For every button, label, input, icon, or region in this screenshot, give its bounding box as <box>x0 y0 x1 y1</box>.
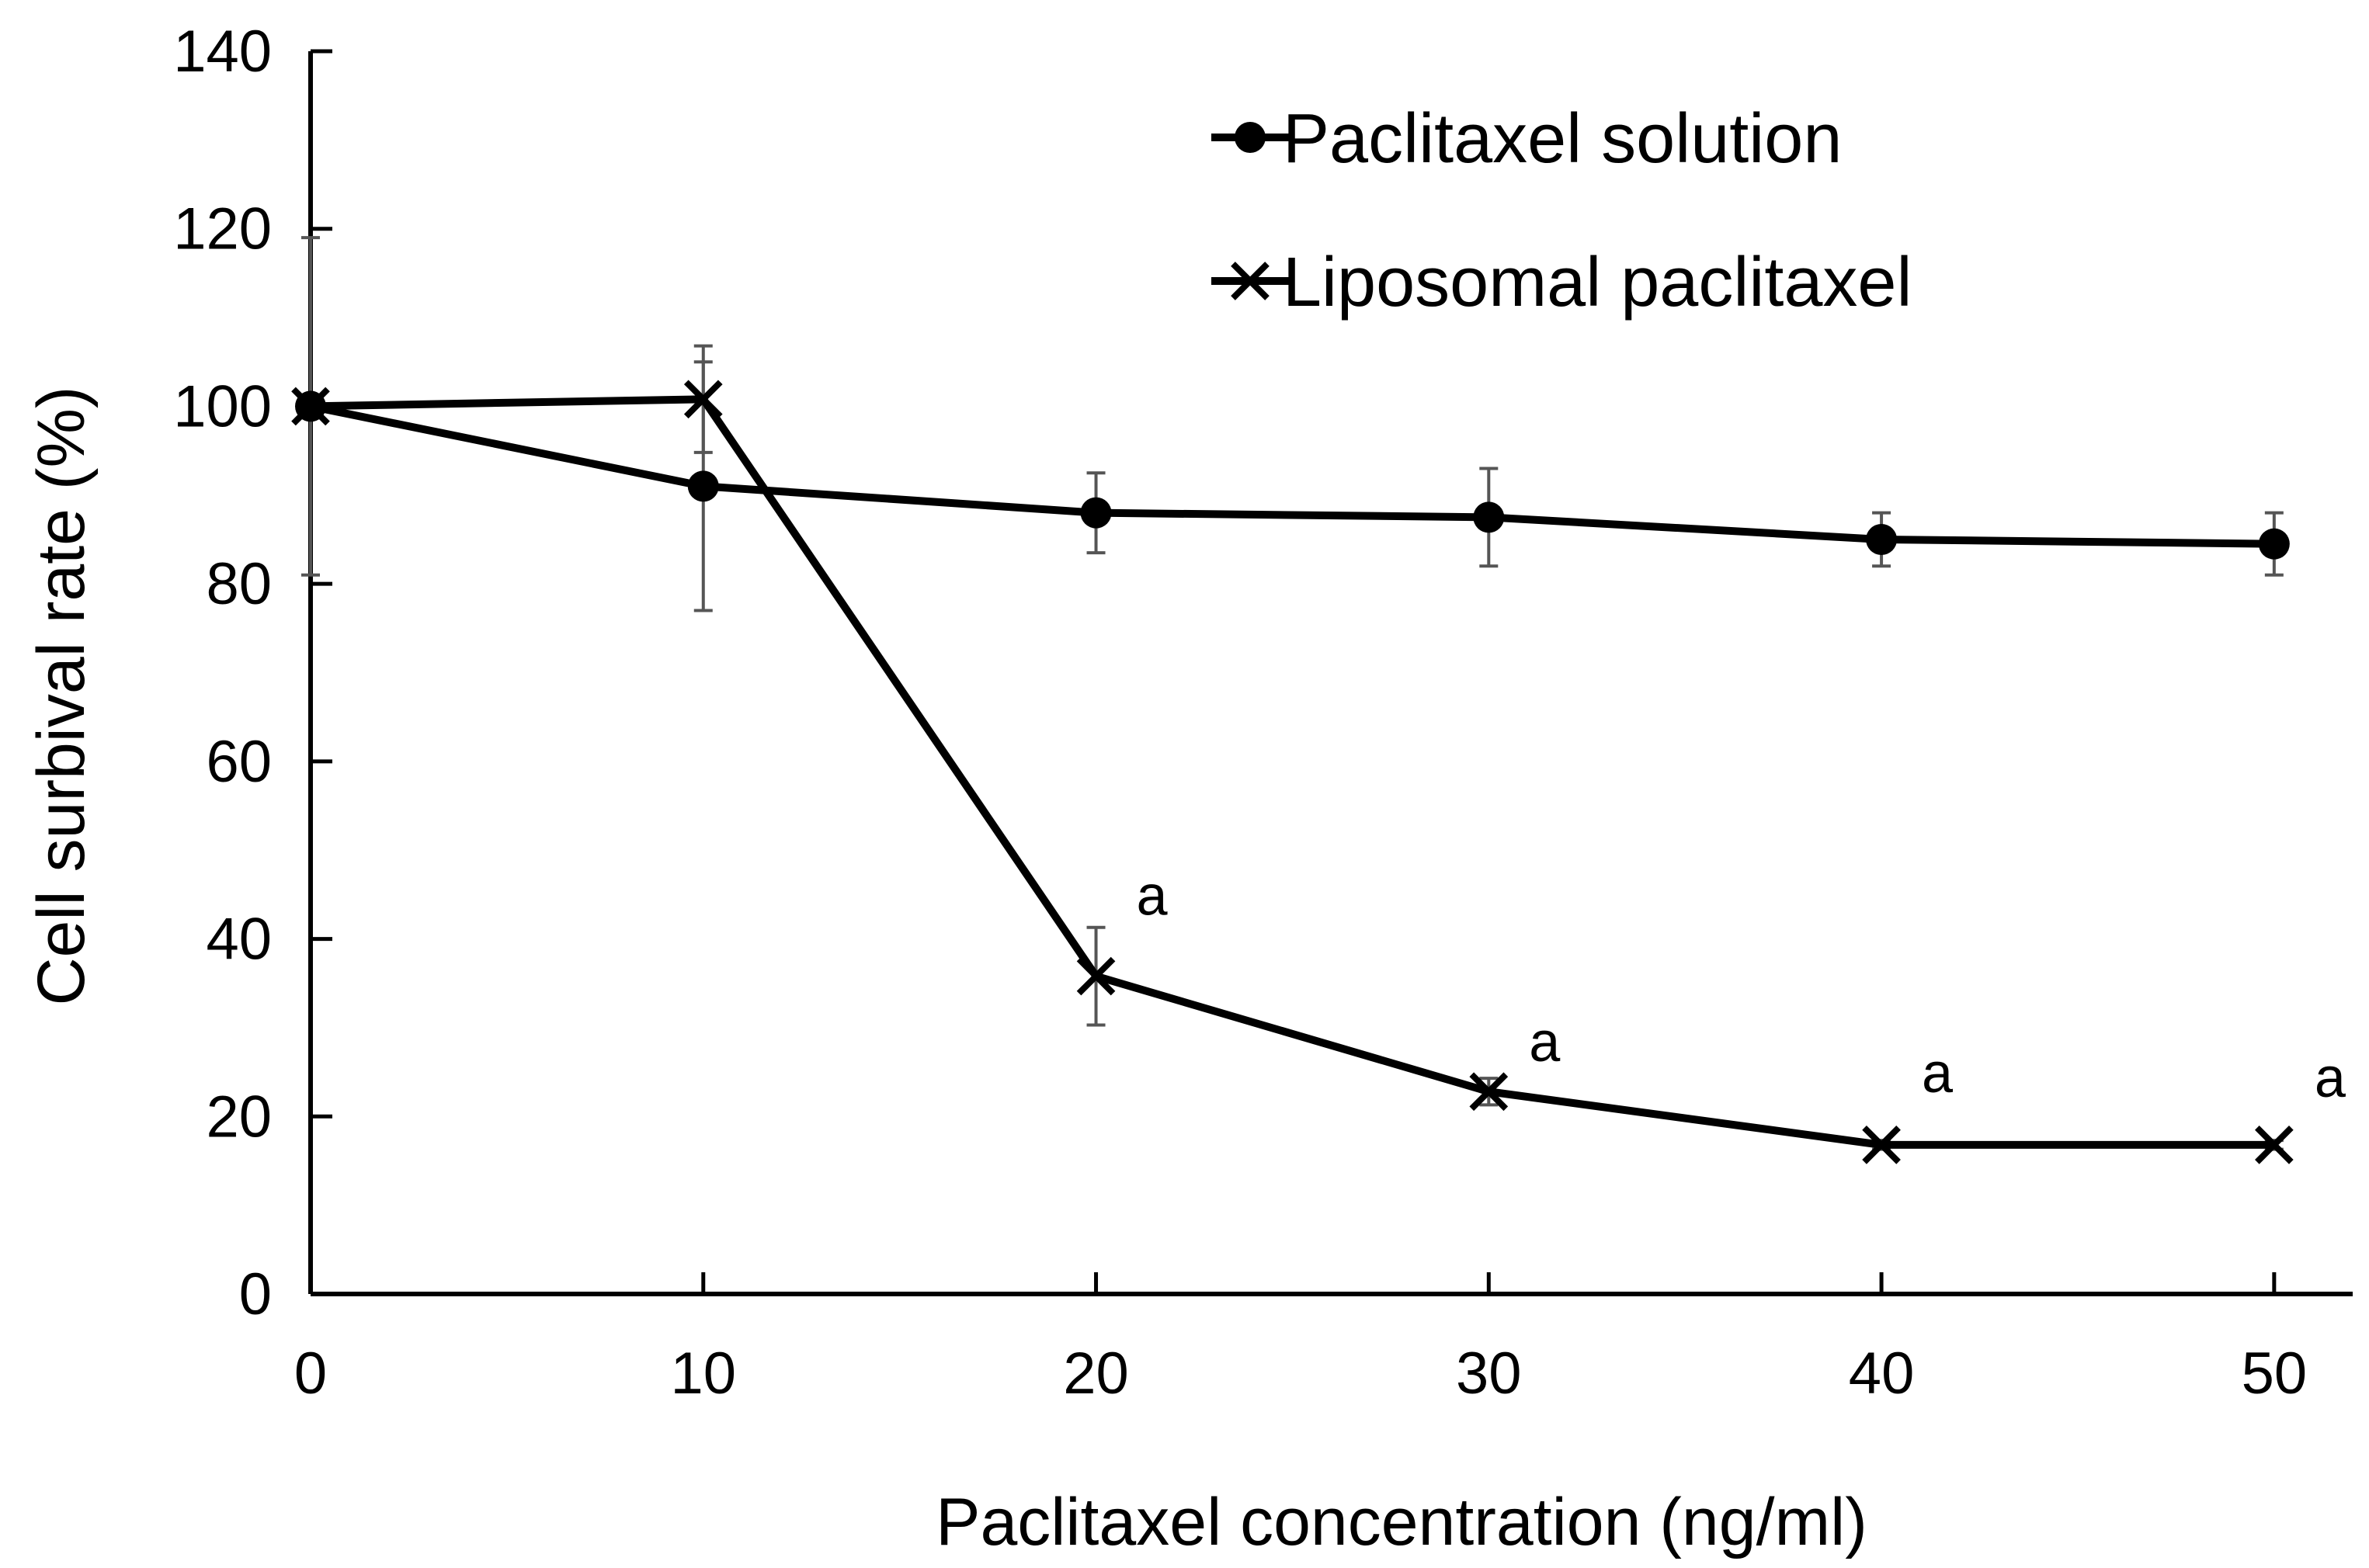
y-axis-title: Cell surbival rate (%) <box>24 386 99 1005</box>
x-axis-title: Paclitaxel concentration (ng/ml) <box>936 1485 1867 1559</box>
y-tick-label: 120 <box>173 196 272 262</box>
marker-stroke <box>1469 1072 1509 1112</box>
significance-label: a <box>1922 1042 1954 1105</box>
marker-stroke <box>1076 956 1116 996</box>
series-line-1 <box>310 402 2274 548</box>
legend-marker <box>1231 262 1270 300</box>
y-tick-label: 60 <box>206 729 272 795</box>
data-point-series-2 <box>1469 1072 1509 1112</box>
y-tick-label: 140 <box>173 19 272 85</box>
data-point-series-2 <box>1862 1126 1901 1164</box>
x-tick-label: 30 <box>1456 1341 1522 1407</box>
x-tick-label: 50 <box>2242 1341 2308 1407</box>
data-point-series-2 <box>683 380 723 419</box>
data-point-series-1 <box>1080 497 1112 529</box>
marker-stroke <box>291 387 330 426</box>
legend: Paclitaxel solution Liposomal paclitaxel <box>1211 100 1912 321</box>
error-bars <box>301 236 2284 1151</box>
data-point-series-1 <box>1866 523 1898 555</box>
x-tick-label: 10 <box>670 1341 736 1407</box>
series-markers <box>291 380 2294 1164</box>
data-point-series-1 <box>2258 528 2290 560</box>
legend-marker <box>1235 122 1266 153</box>
legend-label: Paclitaxel solution <box>1283 100 1842 178</box>
significance-label: a <box>1137 865 1169 927</box>
marker-stroke <box>2255 1126 2294 1164</box>
y-tick-label: 40 <box>206 907 272 973</box>
y-tick-label: 20 <box>206 1084 272 1150</box>
marker-stroke <box>1231 262 1270 300</box>
legend-label: Liposomal paclitaxel <box>1283 244 1912 321</box>
data-point-series-1 <box>1473 501 1505 533</box>
x-tick-label: 0 <box>294 1341 327 1407</box>
significance-label: a <box>2315 1047 2346 1109</box>
significance-label: a <box>1529 1011 1561 1074</box>
x-tick-label: 20 <box>1063 1341 1129 1407</box>
x-tick-label: 40 <box>1849 1341 1915 1407</box>
data-point-series-2 <box>2255 1126 2294 1164</box>
data-point-series-2 <box>1076 956 1116 996</box>
marker-stroke <box>1862 1126 1901 1164</box>
data-point-series-2 <box>291 387 330 426</box>
axes: 0 20 40 60 80 100 120 140 0 10 20 30 40 50 <box>173 19 2353 1407</box>
series-lines <box>310 395 2274 1149</box>
y-tick-label: 0 <box>239 1261 272 1327</box>
data-point-series-1 <box>687 470 719 502</box>
y-tick-label: 80 <box>206 551 272 617</box>
y-tick-label: 100 <box>173 373 272 439</box>
series-line-2 <box>310 395 2274 1149</box>
marker-stroke <box>683 380 723 419</box>
annotations: a a a a <box>1137 865 2346 1108</box>
